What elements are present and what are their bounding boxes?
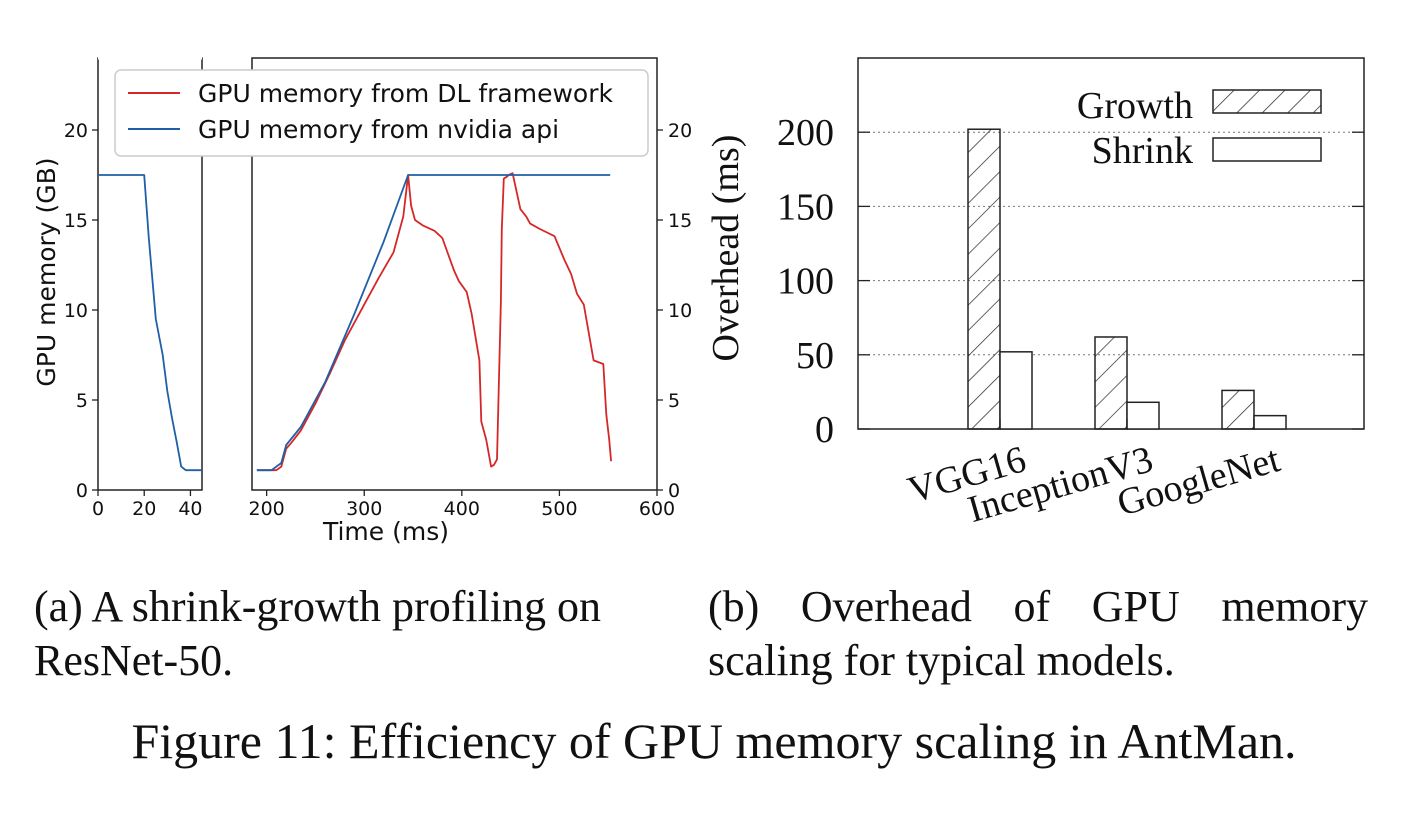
- legend-label-growth: Growth: [1077, 85, 1193, 127]
- series-line-nvidia-segment-2: [256, 174, 611, 472]
- y-tick-label: 15: [64, 210, 88, 232]
- bar-growth-vgg16: [967, 128, 1001, 430]
- panel-a-ylabel: GPU memory (GB): [32, 157, 61, 386]
- y-tick-label: 10: [64, 300, 88, 322]
- y-tick-label: 200: [777, 112, 834, 154]
- y-tick-label: 0: [815, 409, 834, 451]
- bar-shrink-vgg16: [999, 351, 1033, 430]
- y-tick-label: 150: [777, 186, 834, 228]
- right-y-tick-label: 20: [668, 120, 692, 142]
- series-line-framework-segment-2: [256, 172, 612, 472]
- legend-box: [114, 69, 649, 157]
- y-tick-label: 0: [76, 480, 88, 502]
- x-tick-label: 300: [346, 498, 382, 520]
- x-tick-label: 500: [541, 498, 577, 520]
- bar-shrink-inceptionv3: [1126, 401, 1160, 430]
- x-tick-label: 400: [444, 498, 480, 520]
- right-y-tick-label: 10: [668, 300, 692, 322]
- y-tick-label: 5: [76, 390, 88, 412]
- caption-panel-b: (b) Overhead of GPU memory scaling for t…: [708, 582, 1368, 685]
- x-tick-label: 20: [132, 498, 156, 520]
- panel-b-ylabel: Overhead (ms): [705, 135, 747, 362]
- y-tick-label: 20: [64, 120, 88, 142]
- bar-shrink-googlenet: [1253, 414, 1287, 430]
- bar-growth-inceptionv3: [1094, 336, 1128, 430]
- x-tick-label: 600: [639, 498, 675, 520]
- panel-a-series-lines: [98, 172, 612, 472]
- y-tick-label: 50: [796, 335, 834, 377]
- right-y-tick-label: 0: [668, 480, 680, 502]
- axes-frame-right-segment: [251, 57, 658, 491]
- caption-panel-a: (a) A shrink-growth profiling on ResNet-…: [34, 582, 602, 685]
- x-tick-label: 200: [249, 498, 285, 520]
- legend-swatch-growth: [1212, 89, 1322, 114]
- panel-a-xlabel: Time (ms): [322, 517, 449, 546]
- legend-label-framework: GPU memory from DL framework: [198, 79, 614, 108]
- legend-label-nvidia: GPU memory from nvidia api: [198, 115, 559, 144]
- panel-b-gridlines: [858, 131, 1364, 356]
- right-y-tick-label: 5: [668, 390, 680, 412]
- x-tick-label: 40: [178, 498, 202, 520]
- legend-swatch-shrink: [1212, 137, 1322, 162]
- right-y-tick-label: 15: [668, 210, 692, 232]
- legend-label-shrink: Shrink: [1092, 130, 1193, 172]
- panel-a-legend: GPU memory from DL framework GPU memory …: [114, 69, 649, 157]
- series-line-nvidia-segment-1: [98, 174, 202, 472]
- panel-b-bars: [967, 128, 1287, 430]
- figure-caption: Figure 11: Efficiency of GPU memory scal…: [131, 713, 1297, 769]
- panel-b-legend: Growth Shrink: [1077, 85, 1322, 172]
- bar-growth-googlenet: [1221, 389, 1255, 430]
- x-tick-label: 0: [92, 498, 104, 520]
- y-tick-label: 100: [777, 261, 834, 303]
